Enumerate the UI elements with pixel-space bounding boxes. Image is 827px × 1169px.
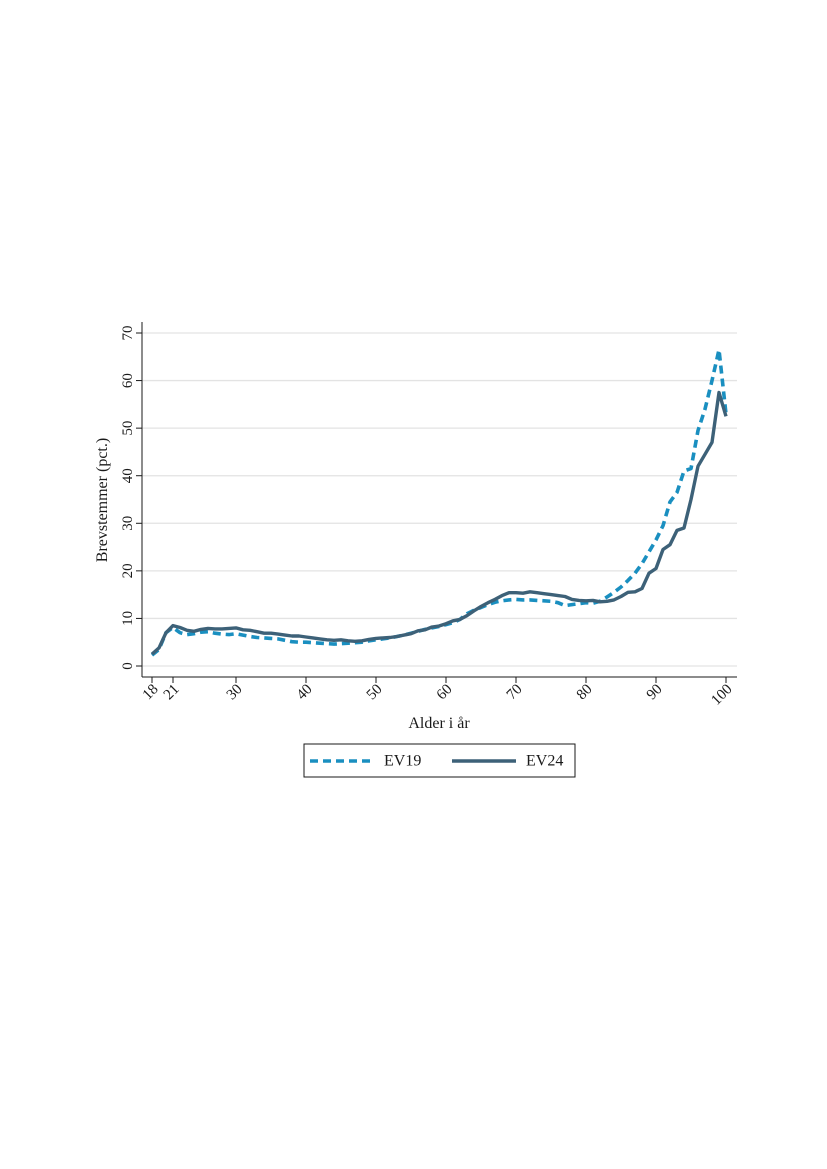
legend: EV19 EV24: [303, 743, 576, 778]
y-tick-label-10: 10: [120, 611, 136, 626]
series-lines: [150, 347, 728, 657]
x-tick-label-18: 18: [140, 681, 162, 703]
x-tick-label-21: 21: [161, 681, 183, 703]
x-tick-label-30: 30: [224, 681, 246, 703]
y-tick-label-20: 20: [120, 563, 136, 578]
grid-lines: [142, 332, 737, 667]
x-tick-label-80: 80: [574, 681, 596, 703]
x-tick-label-50: 50: [364, 681, 386, 703]
y-tick-label-60: 60: [120, 373, 136, 388]
x-tick-label-90: 90: [644, 681, 666, 703]
x-axis-title: Alder i år: [408, 715, 470, 732]
y-tick-label-30: 30: [120, 516, 136, 531]
y-tick-label-50: 50: [120, 421, 136, 436]
x-tick-label-60: 60: [434, 681, 456, 703]
legend-label-ev24: EV24: [526, 753, 563, 770]
legend-label-ev19: EV19: [384, 753, 421, 770]
x-tick-label-70: 70: [504, 681, 526, 703]
series-line-ev24: [150, 390, 728, 656]
y-axis-title: Brevstemmer (pct.): [94, 438, 111, 562]
x-tick-label-40: 40: [294, 681, 316, 703]
x-tick-label-100: 100: [708, 681, 735, 708]
y-tick-label-70: 70: [120, 326, 136, 341]
y-tick-label-0: 0: [120, 662, 136, 670]
series-line-ev19: [150, 347, 728, 657]
y-tick-label-40: 40: [120, 468, 136, 483]
